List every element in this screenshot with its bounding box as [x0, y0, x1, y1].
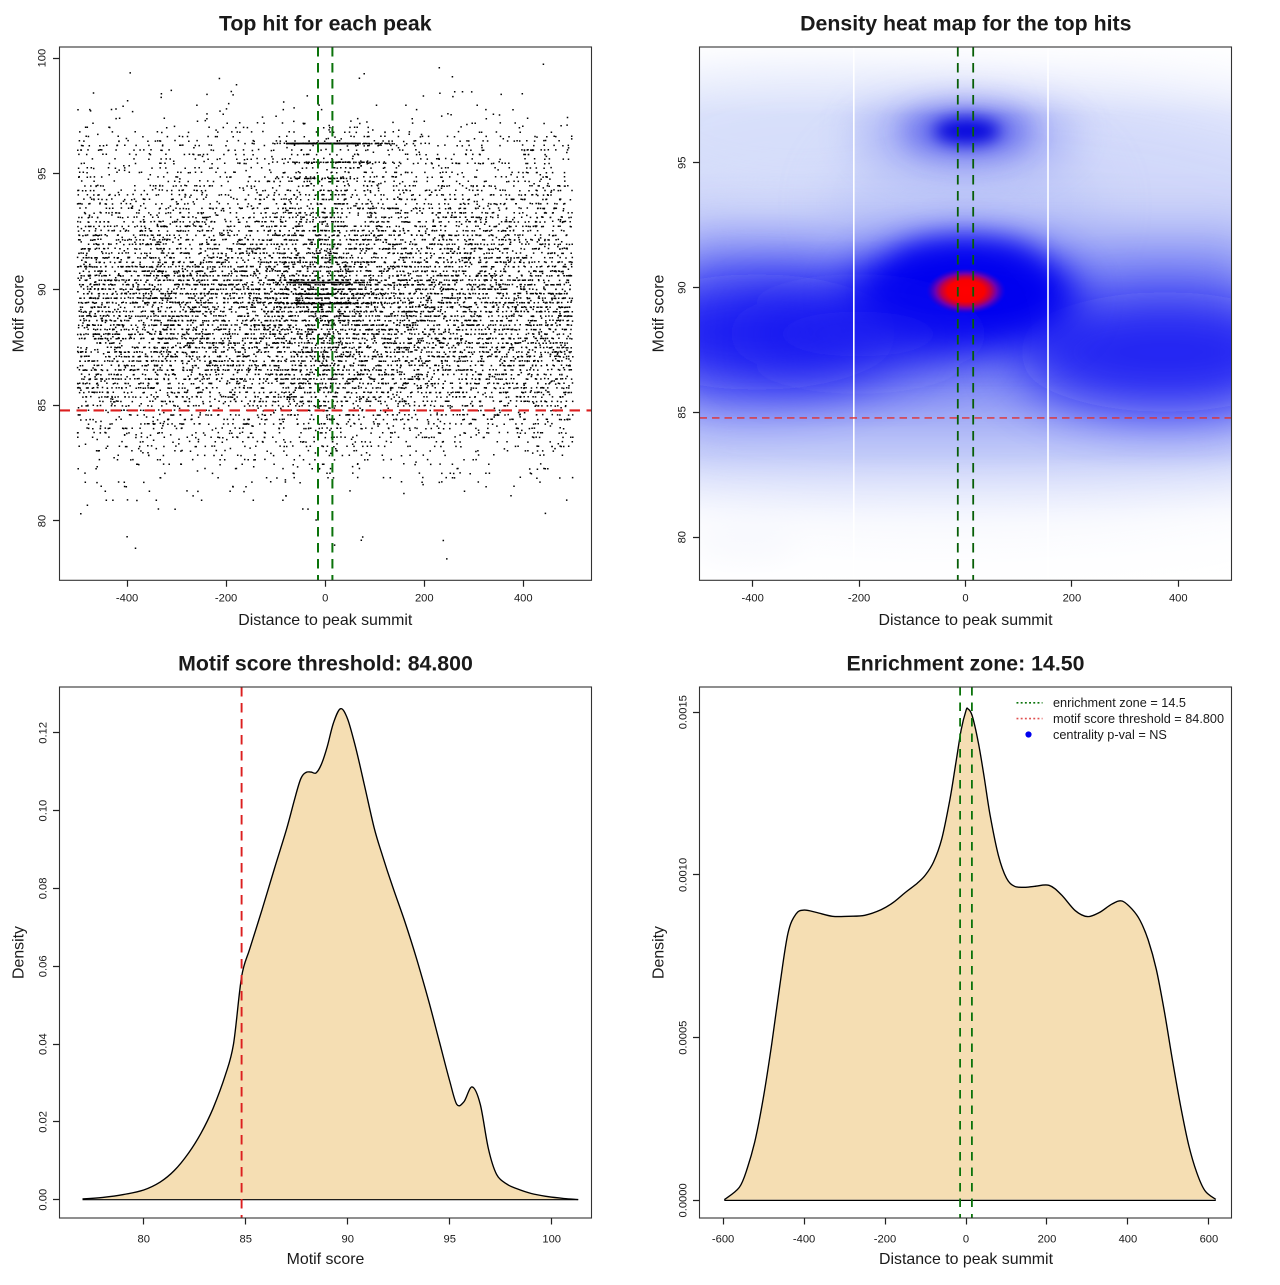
- svg-text:centrality p-val = NS: centrality p-val = NS: [1053, 728, 1167, 742]
- svg-text:85: 85: [676, 406, 688, 418]
- svg-text:Enrichment zone: 14.50: Enrichment zone: 14.50: [847, 652, 1085, 676]
- svg-text:200: 200: [1038, 1234, 1057, 1246]
- svg-text:-200: -200: [874, 1234, 896, 1246]
- svg-text:90: 90: [341, 1234, 353, 1246]
- svg-text:0.02: 0.02: [37, 1111, 49, 1133]
- svg-text:Motif score: Motif score: [11, 274, 28, 352]
- svg-text:0.0005: 0.0005: [677, 1021, 689, 1055]
- svg-text:0.08: 0.08: [37, 878, 49, 900]
- svg-text:85: 85: [36, 399, 48, 411]
- svg-text:0.0000: 0.0000: [677, 1183, 689, 1217]
- svg-text:Density: Density: [11, 926, 28, 979]
- svg-text:Density heat map for the top h: Density heat map for the top hits: [800, 12, 1131, 36]
- svg-text:Distance to peak summit: Distance to peak summit: [879, 612, 1054, 629]
- svg-text:-200: -200: [215, 593, 237, 605]
- svg-text:0.04: 0.04: [37, 1033, 49, 1055]
- svg-text:95: 95: [36, 168, 48, 180]
- svg-text:0.00: 0.00: [37, 1189, 49, 1211]
- svg-text:-600: -600: [712, 1234, 734, 1246]
- svg-text:enrichment zone = 14.5: enrichment zone = 14.5: [1053, 696, 1186, 710]
- svg-text:95: 95: [676, 157, 688, 169]
- svg-text:600: 600: [1200, 1234, 1219, 1246]
- svg-text:-400: -400: [741, 593, 763, 605]
- svg-text:80: 80: [137, 1234, 149, 1246]
- svg-text:0.0015: 0.0015: [677, 695, 689, 729]
- svg-text:Motif score: Motif score: [651, 274, 668, 352]
- svg-text:Distance to peak summit: Distance to peak summit: [238, 612, 413, 629]
- svg-text:200: 200: [415, 593, 434, 605]
- svg-text:0: 0: [963, 1234, 969, 1246]
- svg-text:Motif score: Motif score: [287, 1251, 365, 1268]
- svg-text:100: 100: [542, 1234, 561, 1246]
- svg-text:80: 80: [36, 515, 48, 527]
- svg-text:0: 0: [962, 593, 968, 605]
- svg-text:90: 90: [676, 281, 688, 293]
- svg-text:motif score threshold = 84.800: motif score threshold = 84.800: [1053, 712, 1224, 726]
- svg-text:0.06: 0.06: [37, 955, 49, 977]
- svg-text:200: 200: [1063, 593, 1082, 605]
- svg-text:100: 100: [36, 49, 48, 68]
- svg-text:400: 400: [1119, 1234, 1138, 1246]
- svg-text:Motif score threshold: 84.800: Motif score threshold: 84.800: [178, 652, 473, 676]
- svg-text:-400: -400: [116, 593, 138, 605]
- svg-text:0.10: 0.10: [37, 800, 49, 822]
- svg-text:90: 90: [36, 283, 48, 295]
- svg-text:400: 400: [1169, 593, 1188, 605]
- svg-text:Density: Density: [651, 926, 668, 979]
- svg-text:95: 95: [443, 1234, 455, 1246]
- svg-text:80: 80: [676, 531, 688, 543]
- svg-text:-400: -400: [793, 1234, 815, 1246]
- svg-text:-200: -200: [848, 593, 870, 605]
- svg-text:Distance to peak summit: Distance to peak summit: [879, 1251, 1054, 1268]
- svg-text:Top hit for each peak: Top hit for each peak: [219, 12, 432, 36]
- svg-text:400: 400: [514, 593, 533, 605]
- svg-text:85: 85: [239, 1234, 251, 1246]
- svg-text:0.0010: 0.0010: [677, 858, 689, 892]
- svg-text:0.12: 0.12: [37, 722, 49, 744]
- svg-text:0: 0: [322, 593, 328, 605]
